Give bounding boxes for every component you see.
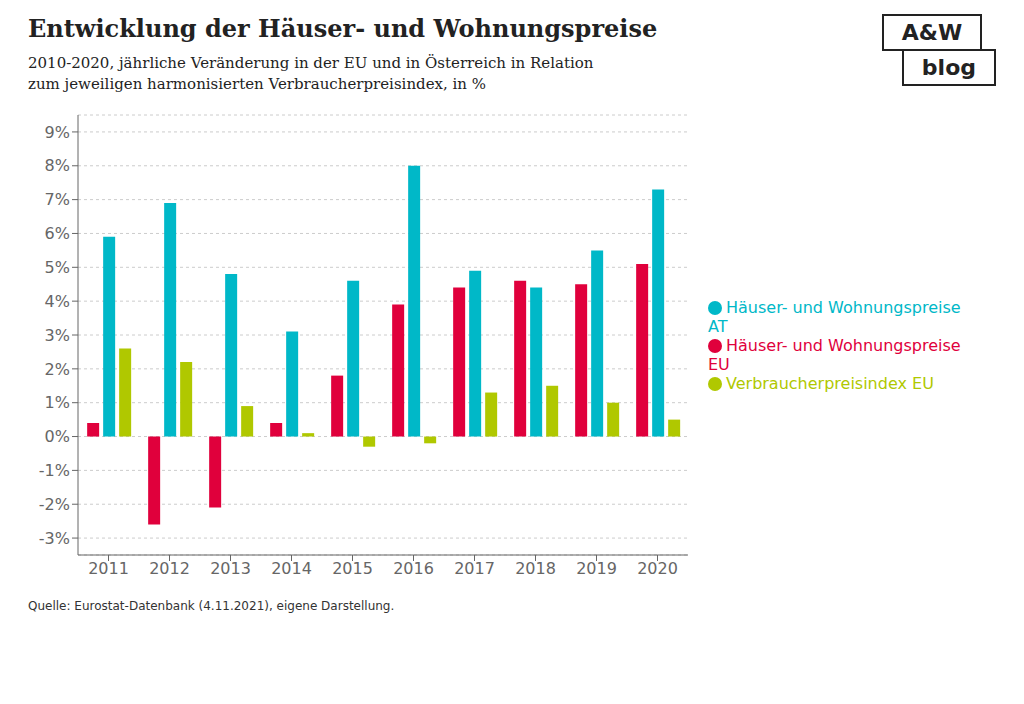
svg-text:2013: 2013 — [210, 559, 251, 578]
svg-text:2015: 2015 — [332, 559, 373, 578]
svg-text:5%: 5% — [45, 258, 70, 277]
svg-text:9%: 9% — [45, 123, 70, 142]
svg-text:-2%: -2% — [39, 495, 70, 514]
svg-text:2019: 2019 — [576, 559, 617, 578]
html-text:Häuser- und Wohnungspreise AT: Häuser- und Wohnungspreise AT — [708, 297, 961, 336]
svg-text:7%: 7% — [45, 190, 70, 209]
html-text:Quelle: Eurostat-Datenbank (4.: Quelle: Eurostat-Datenbank (4.11.2021), … — [28, 599, 395, 613]
svg-text:2017: 2017 — [454, 559, 495, 578]
svg-text:-1%: -1% — [39, 461, 70, 480]
svg-text:2011: 2011 — [88, 559, 129, 578]
html-text:blog: blog — [921, 55, 976, 80]
html-text:Häuser- und Wohnungspreise EU: Häuser- und Wohnungspreise EU — [708, 335, 961, 374]
svg-text:8%: 8% — [45, 156, 70, 175]
html-text:Entwicklung der Häuser- und Wo: Entwicklung der Häuser- und Wohnungsprei… — [28, 14, 658, 43]
svg-text:2%: 2% — [45, 360, 70, 379]
svg-text:2020: 2020 — [637, 559, 678, 578]
svg-text:3%: 3% — [45, 326, 70, 345]
html-text:Verbraucherpreisindex EU: Verbraucherpreisindex EU — [726, 373, 934, 393]
svg-text:2012: 2012 — [149, 559, 190, 578]
svg-text:2014: 2014 — [271, 559, 312, 578]
html-text:A&W: A&W — [901, 20, 963, 45]
html-text:zum jeweiligen harmonisierten: zum jeweiligen harmonisierten Verbrauche… — [28, 75, 486, 93]
svg-text:4%: 4% — [45, 292, 70, 311]
svg-text:1%: 1% — [45, 393, 70, 412]
svg-text:6%: 6% — [45, 224, 70, 243]
html-text:2010-2020, jährliche Veränderu: 2010-2020, jährliche Veränderung in der … — [28, 54, 594, 72]
svg-text:2016: 2016 — [393, 559, 434, 578]
svg-text:-3%: -3% — [39, 529, 70, 548]
svg-text:0%: 0% — [45, 427, 70, 446]
svg-text:2018: 2018 — [515, 559, 556, 578]
